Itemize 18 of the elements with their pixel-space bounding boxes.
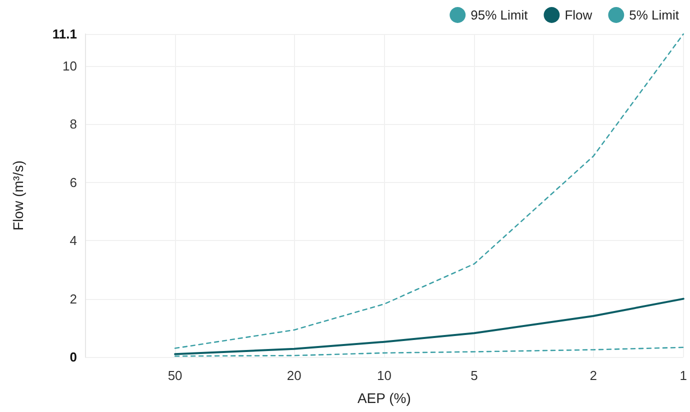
x-axis-title: AEP (%): [357, 390, 411, 406]
x-tick-label: 5: [470, 368, 478, 383]
y-axis-title: Flow (m³/s): [10, 160, 26, 230]
y-tick-label: 6: [70, 174, 77, 190]
y-tick-label: 0: [70, 350, 77, 364]
legend-label: Flow: [564, 8, 593, 22]
legend-label: 5% Limit: [629, 8, 680, 22]
y-tick-label: 4: [70, 233, 77, 248]
y-tick-label: 10: [62, 58, 77, 74]
y-tick-label: 2: [70, 291, 77, 306]
x-tick-label: 20: [286, 368, 302, 383]
x-tick-label: 2: [590, 368, 597, 383]
x-tick-label: 10: [376, 368, 392, 383]
y-tick-label: 8: [70, 116, 77, 132]
y-tick-label: 11.1: [52, 26, 77, 42]
legend-label: 95% Limit: [470, 8, 528, 22]
x-tick-label: 50: [168, 368, 182, 383]
x-tick-label: 1: [680, 368, 687, 383]
